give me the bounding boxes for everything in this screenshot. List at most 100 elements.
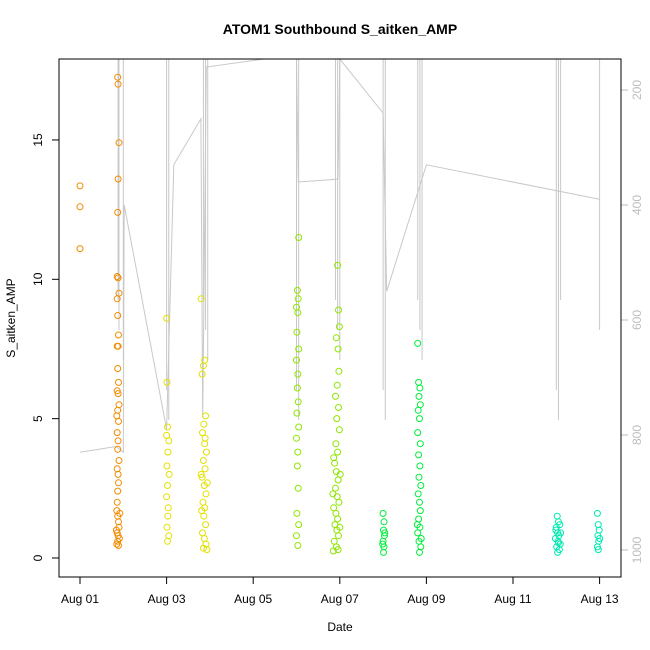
secondary-series-line (79, 57, 600, 454)
y2-tick-label: 800 (630, 425, 644, 445)
data-point (113, 465, 121, 473)
data-point (333, 493, 341, 501)
data-point (416, 462, 424, 470)
data-point (336, 523, 344, 531)
data-point (116, 509, 124, 517)
data-point (115, 457, 123, 464)
data-point (197, 295, 205, 303)
data-point (115, 331, 122, 339)
data-point (381, 529, 389, 537)
data-point (417, 535, 425, 542)
data-point (331, 459, 339, 467)
data-point (380, 548, 387, 556)
data-point (329, 490, 337, 498)
data-point (113, 540, 121, 548)
data-point (295, 521, 303, 529)
x-tick-label: Aug 09 (407, 592, 445, 606)
data-point (416, 384, 424, 392)
data-point (115, 378, 122, 386)
data-point (556, 521, 564, 529)
data-point (202, 448, 210, 456)
data-point (332, 392, 339, 400)
data-point (332, 440, 340, 448)
data-point (293, 384, 301, 392)
data-point (114, 437, 122, 445)
data-point (416, 507, 424, 515)
data-point (200, 420, 208, 428)
data-point (294, 295, 302, 303)
data-point (115, 139, 123, 147)
data-point (335, 426, 343, 434)
x-tick-label: Aug 01 (61, 592, 99, 606)
data-point (555, 539, 562, 547)
data-point (197, 470, 205, 478)
data-point (199, 429, 206, 437)
x-axis-label: Date (327, 620, 353, 634)
data-point (198, 473, 206, 481)
data-point (415, 451, 423, 459)
data-point (416, 548, 423, 556)
data-point (202, 490, 210, 498)
data-point (163, 493, 171, 501)
data-point (293, 434, 300, 442)
data-point (332, 509, 340, 517)
data-point (334, 546, 342, 554)
data-point (594, 521, 602, 529)
data-point (415, 392, 423, 400)
data-point (201, 434, 209, 442)
data-point (330, 537, 338, 545)
data-point (295, 234, 303, 241)
data-point (295, 345, 303, 353)
data-point (293, 286, 301, 294)
data-point (165, 470, 173, 478)
data-point (199, 457, 207, 464)
data-point (294, 370, 302, 378)
data-point (336, 470, 344, 478)
data-point (114, 487, 122, 495)
data-point (163, 523, 171, 531)
data-point (164, 504, 172, 512)
data-point (294, 309, 302, 317)
data-point (115, 535, 123, 542)
data-point (295, 423, 303, 431)
data-point (163, 314, 171, 322)
data-point (164, 423, 171, 431)
data-point (203, 546, 211, 554)
data-point (293, 462, 301, 470)
data-point (294, 542, 302, 549)
data-point (114, 445, 122, 453)
data-point (201, 465, 209, 473)
x-tick-label: Aug 07 (321, 592, 359, 606)
data-point (333, 381, 341, 389)
data-point (596, 535, 604, 542)
data-point (335, 306, 342, 314)
data-point (200, 512, 208, 520)
data-point (335, 498, 343, 506)
data-point (414, 529, 422, 537)
y-tick-label: 0 (31, 554, 45, 561)
y2-tick-label: 1000 (630, 536, 644, 563)
data-point (294, 398, 302, 406)
data-point (76, 182, 84, 190)
data-point (330, 504, 338, 512)
data-point (329, 547, 337, 555)
data-point (595, 526, 603, 534)
plot-frame (58, 58, 622, 578)
data-point (593, 509, 601, 517)
data-point (112, 526, 120, 534)
data-point (334, 261, 342, 269)
data-point (335, 367, 343, 375)
data-point (293, 328, 301, 336)
data-point (114, 274, 122, 282)
data-point (199, 544, 207, 552)
data-point (113, 429, 121, 437)
data-point (113, 387, 121, 395)
data-point (294, 448, 302, 456)
data-point (379, 540, 387, 548)
data-point (293, 356, 300, 364)
data-point (113, 295, 121, 303)
data-point (330, 454, 338, 462)
data-point (115, 401, 123, 409)
data-point (379, 509, 387, 517)
